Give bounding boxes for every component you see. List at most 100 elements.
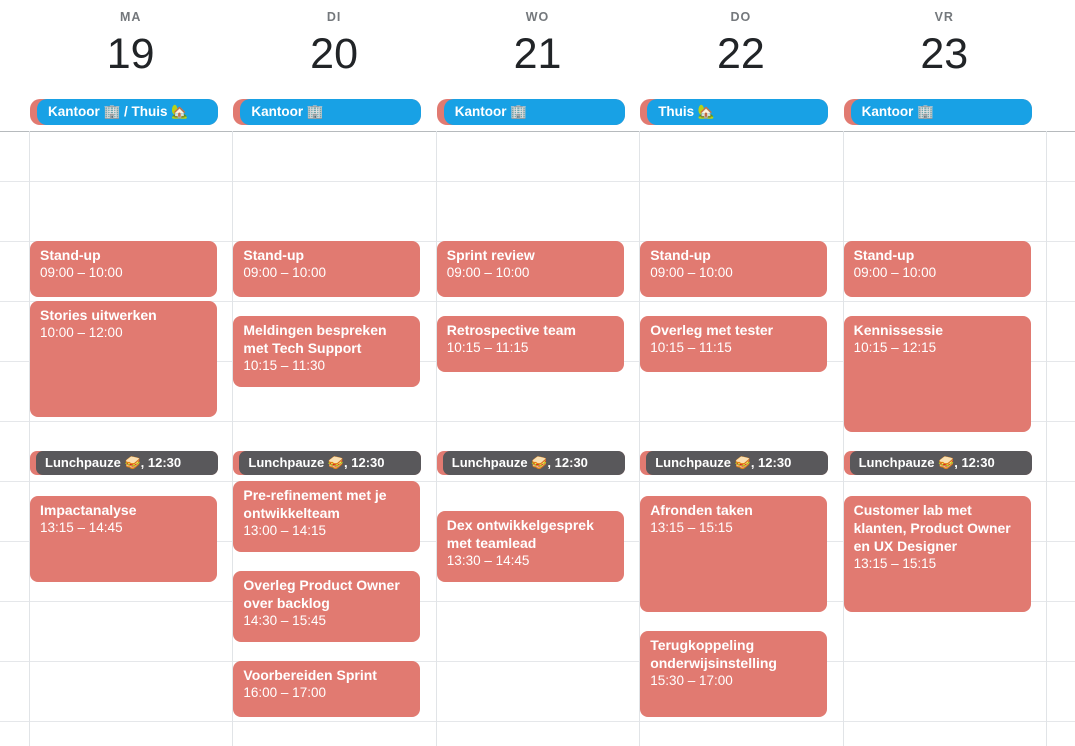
calendar-event[interactable]: Kennissessie 10:15 – 12:15 — [843, 316, 1031, 432]
calendar-event[interactable]: Sprint review 09:00 – 10:00 — [436, 241, 624, 297]
calendar-event[interactable]: Retrospective team 10:15 – 11:15 — [436, 316, 624, 372]
event-time: 13:15 – 15:15 — [650, 520, 733, 535]
allday-banner[interactable]: Kantoor 🏢 — [843, 99, 1032, 125]
event-time: 09:00 – 10:00 — [853, 265, 937, 280]
event-time: 10:15 – 11:15 — [446, 340, 529, 355]
lunch-event-label: Lunchpauze 🥪, 12:30 — [646, 451, 829, 475]
event-time: 09:00 – 10:00 — [650, 265, 733, 280]
event-title: Retrospective team — [446, 322, 576, 338]
event-time: 09:00 – 10:00 — [243, 265, 326, 280]
event-time: 10:00 – 12:00 — [40, 325, 123, 340]
column-gridline — [843, 131, 844, 746]
allday-banner[interactable]: Kantoor 🏢 — [436, 99, 625, 125]
allday-banner[interactable]: Thuis 🏡 — [640, 99, 829, 125]
day-number[interactable]: 22 — [716, 30, 765, 78]
event-title: Stand-up — [650, 247, 711, 263]
day-header: DI 20 — [232, 0, 435, 98]
event-title: Terugkoppeling onderwijsinstelling — [650, 637, 777, 671]
event-time: 13:30 – 14:45 — [446, 553, 530, 568]
lunch-event[interactable]: Lunchpauze 🥪, 12:30 — [436, 451, 625, 475]
calendar-event[interactable]: Overleg met tester 10:15 – 11:15 — [640, 316, 828, 372]
event-time: 14:30 – 15:45 — [243, 613, 326, 628]
event-title: Voorbereiden Sprint — [243, 667, 377, 683]
event-title: Stand-up — [853, 247, 915, 263]
allday-grid-separator — [0, 131, 1075, 132]
event-title: Overleg Product Owner over backlog — [243, 577, 400, 611]
event-time: 09:00 – 10:00 — [446, 265, 530, 280]
event-title: Dex ontwikkelgesprek met teamlead — [446, 517, 594, 551]
hour-gridline — [0, 661, 1075, 662]
hour-gridline — [0, 421, 1075, 422]
calendar-event[interactable]: Dex ontwikkelgesprek met teamlead 13:30 –… — [436, 511, 624, 582]
lunch-event-label: Lunchpauze 🥪, 12:30 — [442, 451, 625, 475]
event-title: Pre-refinement met je ontwikkelteam — [243, 487, 387, 521]
calendar-event[interactable]: Stories uitwerken 10:00 – 12:00 — [30, 301, 217, 417]
event-title: Afronden taken — [650, 502, 753, 518]
day-number[interactable]: 19 — [106, 30, 155, 78]
calendar-event[interactable]: Voorbereiden Sprint 16:00 – 17:00 — [233, 661, 421, 717]
day-header: WO 21 — [436, 0, 639, 98]
event-time: 13:00 – 14:15 — [243, 523, 326, 538]
event-time: 13:15 – 14:45 — [40, 520, 123, 535]
day-number[interactable]: 20 — [310, 30, 358, 78]
allday-banner[interactable]: Kantoor 🏢 / Thuis 🏡 — [30, 99, 218, 125]
calendar-event[interactable]: Afronden taken 13:15 – 15:15 — [640, 496, 828, 612]
event-time: 09:00 – 10:00 — [40, 265, 123, 280]
calendar-event[interactable]: Stand-up 09:00 – 10:00 — [640, 241, 828, 297]
day-number[interactable]: 21 — [513, 30, 562, 78]
day-name-label: WO — [525, 10, 550, 24]
column-gridline — [639, 131, 640, 746]
day-header: VR 23 — [843, 0, 1046, 98]
hour-gridline — [0, 601, 1075, 602]
calendar-event[interactable]: Stand-up 09:00 – 10:00 — [233, 241, 421, 297]
calendar-event[interactable]: Impactanalyse 13:15 – 14:45 — [30, 496, 217, 582]
column-gridline — [232, 131, 233, 746]
lunch-event[interactable]: Lunchpauze 🥪, 12:30 — [233, 451, 422, 475]
day-name-label: DI — [326, 10, 342, 24]
event-title: Stand-up — [243, 247, 305, 263]
allday-banner[interactable]: Kantoor 🏢 — [233, 99, 422, 125]
allday-banner-label: Kantoor 🏢 — [240, 99, 422, 125]
lunch-event[interactable]: Lunchpauze 🥪, 12:30 — [843, 451, 1032, 475]
column-gridline — [1046, 131, 1047, 746]
hour-gridline — [0, 301, 1075, 302]
allday-banner-label: Kantoor 🏢 — [850, 99, 1032, 125]
day-name-label: MA — [119, 10, 142, 24]
hour-gridline — [0, 181, 1075, 182]
column-gridline — [29, 131, 30, 746]
event-time: 10:15 – 12:15 — [853, 340, 937, 355]
calendar-event[interactable]: Terugkoppeling onderwijsinstelling 15:30 … — [640, 631, 828, 717]
calendar-event[interactable]: Customer lab met klanten, Product Owner … — [843, 496, 1031, 612]
allday-banner-label: Thuis 🏡 — [647, 99, 829, 125]
lunch-event-label: Lunchpauze 🥪, 12:30 — [239, 451, 422, 475]
allday-banner-label: Kantoor 🏢 / Thuis 🏡 — [37, 99, 218, 125]
event-time: 10:15 – 11:30 — [243, 358, 325, 373]
event-time: 16:00 – 17:00 — [243, 685, 326, 700]
day-number[interactable]: 23 — [920, 30, 969, 78]
event-time: 13:15 – 15:15 — [853, 556, 937, 571]
column-gridline — [436, 131, 437, 746]
calendar-event[interactable]: Pre-refinement met je ontwikkelteam 13:00… — [233, 481, 421, 552]
lunch-event[interactable]: Lunchpauze 🥪, 12:30 — [30, 451, 218, 475]
event-time: 10:15 – 11:15 — [650, 340, 732, 355]
calendar-event[interactable]: Stand-up 09:00 – 10:00 — [843, 241, 1031, 297]
calendar-event[interactable]: Overleg Product Owner over backlog 14:30 … — [233, 571, 421, 642]
hour-gridline — [0, 721, 1075, 722]
day-header: MA 19 — [29, 0, 232, 98]
lunch-event-label: Lunchpauze 🥪, 12:30 — [849, 451, 1032, 475]
calendar-event[interactable]: Stand-up 09:00 – 10:00 — [30, 241, 217, 297]
lunch-event[interactable]: Lunchpauze 🥪, 12:30 — [640, 451, 829, 475]
event-title: Stand-up — [40, 247, 101, 263]
event-title: Kennissessie — [853, 322, 944, 338]
event-title: Customer lab met klanten, Product Owner … — [853, 502, 1011, 554]
calendar-event[interactable]: Meldingen bespreken met Tech Support 10:1… — [233, 316, 421, 387]
hour-gridline — [0, 481, 1075, 482]
event-title: Sprint review — [446, 247, 535, 263]
day-name-label: VR — [934, 10, 954, 24]
allday-banner-label: Kantoor 🏢 — [443, 99, 625, 125]
event-time: 15:30 – 17:00 — [650, 673, 733, 688]
event-title: Stories uitwerken — [40, 307, 157, 323]
lunch-event-label: Lunchpauze 🥪, 12:30 — [36, 451, 218, 475]
day-header: DO 22 — [639, 0, 842, 98]
